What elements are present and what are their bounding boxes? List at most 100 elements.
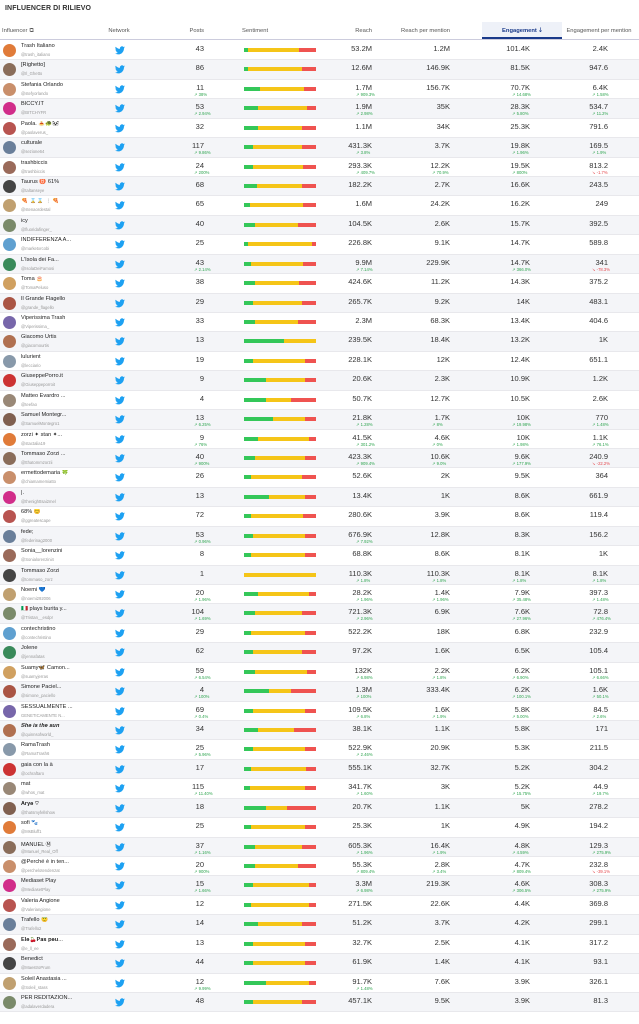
avatar[interactable] xyxy=(3,218,16,232)
table-row[interactable]: BICCY.IT @BITCHYFR 53 1.9M 35K 28.3K 534.7 ↗ 2.… xyxy=(0,99,639,119)
table-row[interactable]: Trafello 😇 @Trafello2 14 51.2K 3.7K 4.2K 299.1 xyxy=(0,915,639,935)
avatar[interactable] xyxy=(3,549,16,563)
avatar[interactable] xyxy=(3,63,16,77)
table-row[interactable]: Jolene @jennafatas 62 97.2K 1.6K 6.5K 105.4 xyxy=(0,643,639,663)
table-row[interactable]: 𝐄𝐥𝐞🍒𝐏𝐚𝐬 𝐩𝐞𝐮... @e_ll_ee 13 32.7K 2.5K 4.1K 317… xyxy=(0,935,639,955)
influencer-name[interactable]: INDIFFERENZA A... xyxy=(21,237,72,244)
table-row[interactable]: Sonia__lorenzini @Sonialorenzini4 8 68.8K 8.… xyxy=(0,546,639,566)
avatar[interactable] xyxy=(3,879,16,893)
influencer-name[interactable]: sofi 🐾 xyxy=(21,820,39,827)
influencer-name[interactable]: L'Isola dei Fa... xyxy=(21,256,59,263)
avatar[interactable] xyxy=(3,743,16,757)
avatar[interactable] xyxy=(3,568,16,582)
influencer-name[interactable]: PER REDITAZION... xyxy=(21,995,73,1002)
avatar[interactable] xyxy=(3,121,16,135)
avatar[interactable] xyxy=(3,626,16,640)
influencer-name[interactable]: |. xyxy=(21,489,25,496)
influencer-name[interactable]: Stefania Orlando xyxy=(21,81,63,88)
influencer-name[interactable]: Jolene xyxy=(21,645,38,652)
table-row[interactable]: GiuseppePorro.it @Giuseppeporroit 9 20.6K 2.… xyxy=(0,371,639,391)
avatar[interactable] xyxy=(3,607,16,621)
avatar[interactable] xyxy=(3,199,16,213)
export-icon[interactable]: ⧉ xyxy=(29,28,34,34)
influencer-name[interactable]: zorzi ✦ stan ✦... xyxy=(21,431,63,438)
avatar[interactable] xyxy=(3,277,16,291)
avatar[interactable] xyxy=(3,296,16,310)
influencer-name[interactable]: icy xyxy=(21,217,28,224)
table-row[interactable]: |. @thenighttsai2mel 13 13.4K 1K 8.6K 661.9 xyxy=(0,487,639,508)
avatar[interactable] xyxy=(3,335,16,349)
table-row[interactable]: Trash Italiano @trash_italiano 43 53.2M 1.2M… xyxy=(0,41,639,61)
table-row[interactable]: Matteo Evardro ... @teefao 4 50.7K 12.7K 10.5… xyxy=(0,391,639,411)
table-row[interactable]: 🍕 ⌛⌛ ❕🍕 @stenaordestal 65 1.6M 24.2K 16.2K 249 xyxy=(0,196,639,216)
table-row[interactable]: Mediaset Play @MediasetPlay 15 3.3M 219.3K 4.… xyxy=(0,876,639,896)
avatar[interactable] xyxy=(3,588,16,602)
influencer-name[interactable]: Sonia__lorenzini xyxy=(21,548,63,555)
table-row[interactable]: L'Isola dei Fa... @IsolaDeiFamosi 43 9.9M 22… xyxy=(0,254,639,275)
influencer-name[interactable]: Il Grande Flagello xyxy=(21,295,66,302)
influencer-name[interactable]: 🍕 ⌛⌛ ❕🍕 xyxy=(21,198,59,205)
influencer-name[interactable]: Paola. 🍝🐢🐼 xyxy=(21,120,60,127)
table-row[interactable]: 68% 😊 @ggreatescape 72 280.6K 3.9K 8.6K 119.4 xyxy=(0,507,639,527)
col-posts[interactable]: Posts xyxy=(189,28,205,34)
influencer-name[interactable]: mat xyxy=(21,781,31,788)
influencer-name[interactable]: Soleil Anastasia ... xyxy=(21,975,67,982)
avatar[interactable] xyxy=(3,762,16,776)
table-row[interactable]: INDIFFERENZA A... @marketxrcobi 25 226.8K 9.… xyxy=(0,235,639,255)
influencer-name[interactable]: trashbiccis xyxy=(21,159,48,166)
table-row[interactable]: Suamy🦋 Camon... @suamyjerras 59 132K 2.2K 6.2… xyxy=(0,663,639,683)
influencer-name[interactable]: BICCY.IT xyxy=(21,101,44,108)
col-engagement-per-mention[interactable]: Engagement per mention xyxy=(566,28,632,34)
table-row[interactable]: Tommaso Zorzi @tommaso_zorz 1 110.3K 110.3K 8… xyxy=(0,565,639,585)
influencer-name[interactable]: Giacomo Urtis xyxy=(21,334,57,341)
table-row[interactable]: sofi 🐾 @MsBluff1 25 25.3K 1K 4.9K 194.2 xyxy=(0,818,639,838)
influencer-name[interactable]: gaia con la à xyxy=(21,761,53,768)
influencer-name[interactable]: Trafello 😇 xyxy=(21,917,48,924)
avatar[interactable] xyxy=(3,646,16,660)
table-row[interactable]: [Righetto] @Il_Ghetto 86 12.6M 146.9K 81.5K 94… xyxy=(0,60,639,80)
avatar[interactable] xyxy=(3,976,16,990)
influencer-name[interactable]: SESSUALMENTE ... xyxy=(21,703,73,710)
influencer-name[interactable]: Tommaso Zorzi xyxy=(21,567,60,574)
avatar[interactable] xyxy=(3,44,16,57)
avatar[interactable] xyxy=(3,316,16,330)
avatar[interactable] xyxy=(3,840,16,854)
avatar[interactable] xyxy=(3,665,16,679)
influencer-name[interactable]: Valeria Angione xyxy=(21,897,60,904)
table-row[interactable]: ermettodemaria 🍀 @chiamamemiatto 26 52.6K 2K… xyxy=(0,468,639,488)
table-row[interactable]: 𝑺𝒉𝒆 𝒊𝒔 𝒕𝒉𝒆 𝒔𝒖𝒏 @quinnsofworld_ 34 38.1K 1.1K… xyxy=(0,721,639,741)
avatar[interactable] xyxy=(3,374,16,388)
avatar[interactable] xyxy=(3,918,16,932)
table-row[interactable]: PER REDITAZION... @adalaverdadera 48 457.1K… xyxy=(0,993,639,1013)
avatar[interactable] xyxy=(3,801,16,815)
influencer-name[interactable]: Taurus ♉ 61% xyxy=(21,179,60,185)
table-row[interactable]: 𝐀𝐫𝐲𝐞 ♡ @thatsmyfellshow 18 20.7K 1.1K 5K 278.2 xyxy=(0,798,639,819)
avatar[interactable] xyxy=(3,471,16,485)
table-row[interactable]: Giacomo Urtis @giacomourtis 13 239.5K 18.4K 1… xyxy=(0,332,639,352)
table-row[interactable]: 🇮🇹 plays burita y... @Tristan__esdpr 104 72… xyxy=(0,604,639,624)
table-row[interactable]: zorzi ✦ stan ✦... @stactalia19 9 41.5K 4.6K 1… xyxy=(0,430,639,449)
table-row[interactable]: Noemi 💙 @noemi292006 20 28.2K 1.4K 7.9K 397.3 ↗… xyxy=(0,585,639,605)
table-row[interactable]: Toma 🎂 @TomaPeluso 38 424.6K 11.2K 14.3K 375.2 xyxy=(0,274,639,294)
avatar[interactable] xyxy=(3,782,16,796)
table-row[interactable]: Soleil Anastasia ... @Soleil_stass 12 91.7K… xyxy=(0,974,639,994)
influencer-name[interactable]: Samuel Montegr... xyxy=(21,412,67,419)
influencer-name[interactable]: Tommaso Zorzi ... xyxy=(21,451,66,458)
table-row[interactable]: Il Grande Flagello @grande_flagello 29 265.… xyxy=(0,293,639,313)
avatar[interactable] xyxy=(3,529,16,543)
table-row[interactable]: Stefania Orlando @stefyorlando 11 1.7M 156.7… xyxy=(0,80,639,100)
table-row[interactable]: Taurus ♉ 61% @taltanseye 68 182.2K 2.7K 16.6K… xyxy=(0,177,639,197)
influencer-name[interactable]: Suamy🦋 Camon... xyxy=(21,664,70,671)
avatar[interactable] xyxy=(3,102,16,116)
avatar[interactable] xyxy=(3,860,16,874)
influencer-name[interactable]: 𝑺𝒉𝒆 𝒊𝒔 𝒕𝒉𝒆 𝒔𝒖𝒏 xyxy=(21,723,60,730)
influencer-name[interactable]: contechristino xyxy=(21,625,56,632)
avatar[interactable] xyxy=(3,724,16,738)
influencer-name[interactable]: lulurient xyxy=(21,353,41,360)
avatar[interactable] xyxy=(3,685,16,699)
avatar[interactable] xyxy=(3,898,16,912)
col-network[interactable]: Network xyxy=(108,28,130,34)
table-row[interactable]: fede; @federinag2000 53 676.9K 12.8K 8.3K 156.… xyxy=(0,526,639,547)
table-row[interactable]: Benedict @MaestroPrum 44 61.9K 1.4K 4.1K 93.1 xyxy=(0,954,639,974)
table-row[interactable]: SESSUALMENTE ... GENETICAMENTE N... 69 109.… xyxy=(0,702,639,721)
